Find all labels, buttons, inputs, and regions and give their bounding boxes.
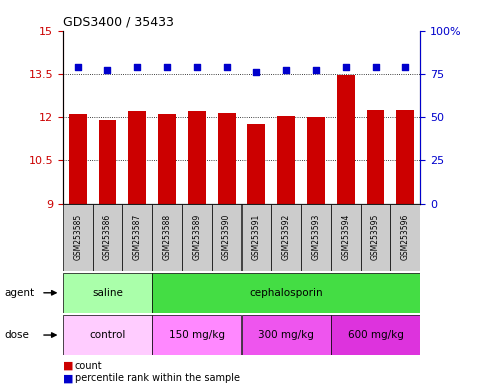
Text: 300 mg/kg: 300 mg/kg (258, 330, 314, 340)
Point (104, 67, 112, 73)
Text: 600 mg/kg: 600 mg/kg (348, 330, 403, 340)
Bar (63, 315, 152, 355)
Bar (99, 120, 116, 204)
Text: GSM253592: GSM253592 (282, 214, 291, 260)
Bar (361, 204, 390, 271)
Text: GSM253587: GSM253587 (133, 214, 142, 260)
Text: GDS3400 / 35433: GDS3400 / 35433 (63, 15, 174, 28)
Bar (63, 273, 152, 313)
Text: GSM253591: GSM253591 (252, 214, 261, 260)
Bar (122, 204, 152, 271)
Bar (218, 113, 236, 204)
Bar (212, 204, 242, 271)
Text: GSM253588: GSM253588 (163, 214, 171, 260)
Bar (188, 111, 206, 204)
Point (342, 64, 350, 70)
Bar (152, 204, 182, 271)
Point (223, 64, 230, 70)
Text: GSM253596: GSM253596 (401, 214, 410, 260)
Text: control: control (89, 330, 126, 340)
Text: 150 mg/kg: 150 mg/kg (169, 330, 225, 340)
Text: ■: ■ (63, 361, 73, 371)
Text: GSM253585: GSM253585 (73, 214, 82, 260)
Point (253, 69, 260, 75)
Text: GSM253586: GSM253586 (103, 214, 112, 260)
Text: GSM253589: GSM253589 (192, 214, 201, 260)
Bar (242, 315, 331, 355)
Bar (301, 204, 331, 271)
Point (312, 67, 320, 73)
Text: cephalosporin: cephalosporin (249, 288, 323, 298)
Bar (63, 204, 93, 271)
Bar (128, 111, 146, 204)
Point (163, 64, 171, 70)
Bar (390, 204, 420, 271)
Text: GSM253595: GSM253595 (371, 214, 380, 260)
Bar (331, 204, 361, 271)
Text: dose: dose (5, 330, 30, 340)
Text: agent: agent (5, 288, 35, 298)
Text: percentile rank within the sample: percentile rank within the sample (75, 373, 240, 383)
Bar (271, 204, 301, 271)
Text: GSM253593: GSM253593 (312, 214, 320, 260)
Bar (337, 75, 355, 204)
Bar (158, 114, 176, 204)
Bar (367, 110, 384, 204)
Bar (397, 110, 414, 204)
Point (193, 64, 201, 70)
Text: saline: saline (92, 288, 123, 298)
Bar (152, 315, 242, 355)
Bar (242, 204, 271, 271)
Bar (182, 204, 212, 271)
Point (133, 64, 141, 70)
Point (372, 64, 380, 70)
Bar (69, 114, 86, 204)
Bar (93, 204, 122, 271)
Text: GSM253594: GSM253594 (341, 214, 350, 260)
Bar (152, 273, 420, 313)
Bar (307, 117, 325, 204)
Text: ■: ■ (63, 373, 73, 383)
Point (74, 64, 82, 70)
Bar (331, 315, 420, 355)
Text: GSM253590: GSM253590 (222, 214, 231, 260)
Bar (277, 116, 295, 204)
Point (401, 64, 409, 70)
Point (282, 67, 290, 73)
Text: count: count (75, 361, 102, 371)
Bar (247, 124, 265, 204)
